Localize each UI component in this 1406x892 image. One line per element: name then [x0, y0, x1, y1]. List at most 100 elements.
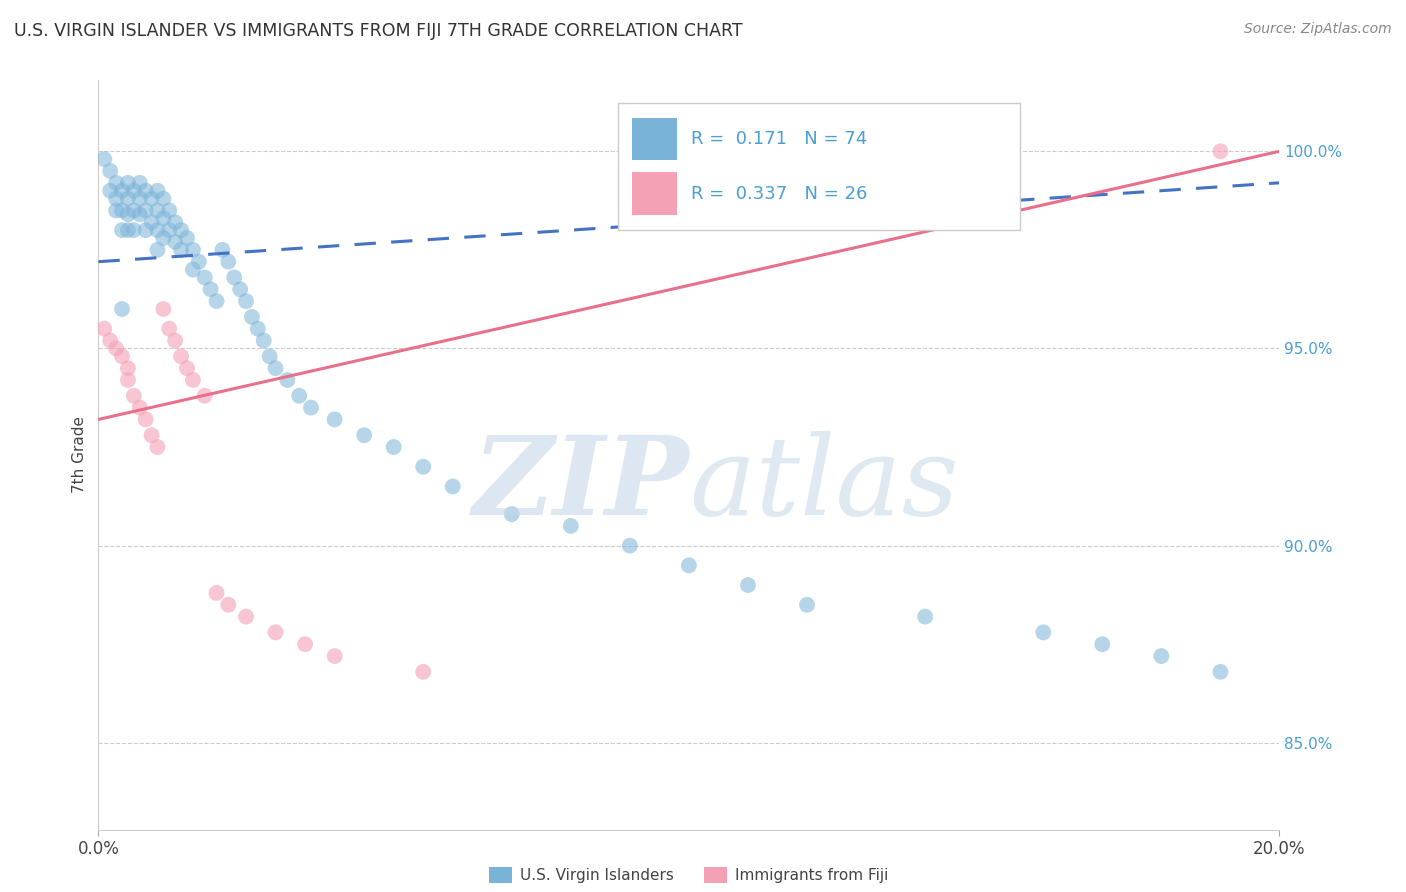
Point [412, 459, 434, 474]
Point [141, 428, 163, 442]
Point [264, 625, 287, 640]
Point [111, 203, 134, 218]
Point [146, 243, 169, 257]
Text: atlas: atlas [689, 431, 959, 539]
Point [135, 203, 157, 218]
Point [246, 322, 269, 336]
Point [135, 223, 157, 237]
Point [128, 192, 150, 206]
Point [181, 262, 204, 277]
Point [170, 349, 193, 363]
Point [105, 203, 128, 218]
Point [229, 282, 252, 296]
Point [170, 243, 193, 257]
Text: U.S. VIRGIN ISLANDER VS IMMIGRANTS FROM FIJI 7TH GRADE CORRELATION CHART: U.S. VIRGIN ISLANDER VS IMMIGRANTS FROM … [14, 22, 742, 40]
Point [122, 184, 145, 198]
Point [217, 254, 239, 268]
Point [264, 361, 287, 376]
Point [235, 609, 257, 624]
Bar [633, 172, 678, 215]
Point [152, 301, 174, 316]
Point [194, 270, 217, 285]
Point [323, 648, 346, 663]
Legend: U.S. Virgin Islanders, Immigrants from Fiji: U.S. Virgin Islanders, Immigrants from F… [484, 861, 894, 889]
Point [152, 192, 174, 206]
Point [122, 203, 145, 218]
Point [105, 192, 128, 206]
Text: R =  0.337   N = 26: R = 0.337 N = 26 [692, 185, 868, 202]
Bar [633, 118, 678, 161]
Point [105, 176, 128, 190]
Point [117, 207, 139, 221]
Point [111, 349, 134, 363]
Point [187, 254, 209, 268]
Point [98, 184, 121, 198]
Point [122, 223, 145, 237]
Point [128, 401, 150, 415]
Point [1091, 637, 1114, 651]
Point [1209, 145, 1232, 159]
Point [146, 223, 169, 237]
Point [117, 176, 139, 190]
Point [181, 243, 204, 257]
Point [323, 412, 346, 426]
Point [141, 192, 163, 206]
Point [128, 176, 150, 190]
Point [157, 203, 180, 218]
Point [135, 184, 157, 198]
Point [117, 361, 139, 376]
Point [157, 322, 180, 336]
Point [240, 310, 263, 324]
Point [176, 361, 198, 376]
Point [619, 539, 641, 553]
Point [217, 598, 239, 612]
Point [205, 586, 228, 600]
Point [253, 334, 276, 348]
Point [914, 609, 936, 624]
Point [1032, 625, 1054, 640]
Point [93, 322, 115, 336]
Point [117, 373, 139, 387]
Point [796, 598, 818, 612]
Point [294, 637, 316, 651]
Point [105, 342, 128, 356]
Point [181, 373, 204, 387]
Point [93, 152, 115, 166]
Point [276, 373, 298, 387]
Point [146, 203, 169, 218]
Point [205, 294, 228, 309]
Point [111, 184, 134, 198]
Point [678, 558, 700, 573]
Point [141, 215, 163, 229]
Point [111, 301, 134, 316]
Point [146, 184, 169, 198]
Point [165, 235, 187, 249]
Point [165, 215, 187, 229]
Point [299, 401, 322, 415]
Point [1150, 648, 1173, 663]
Point [146, 440, 169, 454]
Point [412, 665, 434, 679]
Point [353, 428, 375, 442]
Point [135, 412, 157, 426]
Point [157, 223, 180, 237]
Point [152, 211, 174, 226]
Y-axis label: 7th Grade: 7th Grade [72, 417, 87, 493]
Point [117, 192, 139, 206]
Point [117, 223, 139, 237]
Point [737, 578, 759, 592]
Point [128, 207, 150, 221]
Text: Source: ZipAtlas.com: Source: ZipAtlas.com [1244, 22, 1392, 37]
Point [288, 389, 311, 403]
Point [560, 519, 582, 533]
Point [170, 223, 193, 237]
Point [501, 507, 523, 521]
FancyBboxPatch shape [619, 103, 1019, 230]
Point [111, 223, 134, 237]
Point [98, 334, 121, 348]
Text: R =  0.171   N = 74: R = 0.171 N = 74 [692, 130, 868, 148]
Point [382, 440, 405, 454]
Point [441, 479, 464, 493]
Point [211, 243, 233, 257]
Point [165, 334, 187, 348]
